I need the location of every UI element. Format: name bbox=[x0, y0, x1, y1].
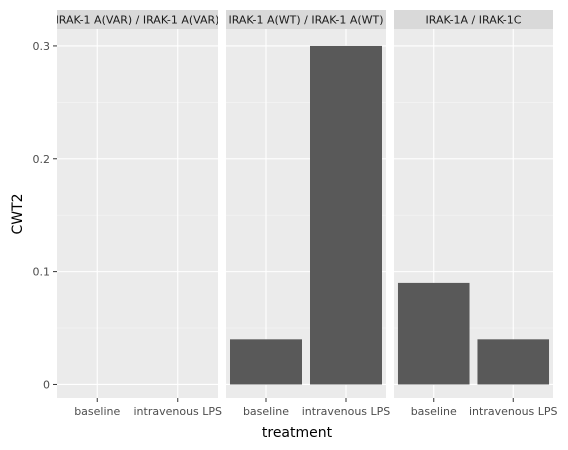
bar-baseline bbox=[397, 282, 470, 385]
x-tick-label: intravenous LPS bbox=[302, 405, 391, 418]
x-tick-label: intravenous LPS bbox=[469, 405, 558, 418]
facet-panel: IRAK-1A / IRAK-1C baseline intravenous LPS bbox=[394, 10, 558, 418]
facet-strip-label: IRAK-1 A(WT) / IRAK-1 A(WT) bbox=[228, 14, 383, 27]
x-tick-label: baseline bbox=[74, 405, 120, 418]
y-tick-label: 0.1 bbox=[33, 266, 51, 279]
facet-strip bbox=[226, 10, 386, 29]
facet-strip-label: IRAK-1 A(VAR) / IRAK-1 A(VAR) bbox=[56, 14, 220, 27]
facet-panels: IRAK-1 A(VAR) / IRAK-1 A(VAR) baseline int… bbox=[56, 10, 558, 418]
y-tick-label: 0.3 bbox=[33, 40, 51, 53]
facet-strip-label: IRAK-1A / IRAK-1C bbox=[426, 14, 522, 27]
bar-intravenous-lps bbox=[310, 45, 382, 385]
facet-panel: IRAK-1 A(VAR) / IRAK-1 A(VAR) baseline int… bbox=[56, 10, 222, 418]
panel-background bbox=[57, 29, 218, 398]
y-tick-label: 0.2 bbox=[33, 153, 51, 166]
facet-strip bbox=[394, 10, 553, 29]
x-axis-title: treatment bbox=[262, 425, 333, 441]
y-axis: 0 0.1 0.2 0.3 bbox=[33, 40, 57, 391]
facet-strip bbox=[57, 10, 218, 29]
y-tick-label: 0 bbox=[43, 378, 50, 391]
y-axis-title: CWT2 bbox=[10, 193, 26, 234]
x-tick-label: baseline bbox=[243, 405, 289, 418]
x-tick-label: intravenous LPS bbox=[133, 405, 222, 418]
x-tick-label: baseline bbox=[411, 405, 457, 418]
bar-baseline bbox=[230, 339, 302, 385]
facet-panel: IRAK-1 A(WT) / IRAK-1 A(WT) baseline intra… bbox=[226, 10, 390, 418]
bar-intravenous-lps bbox=[477, 339, 550, 385]
